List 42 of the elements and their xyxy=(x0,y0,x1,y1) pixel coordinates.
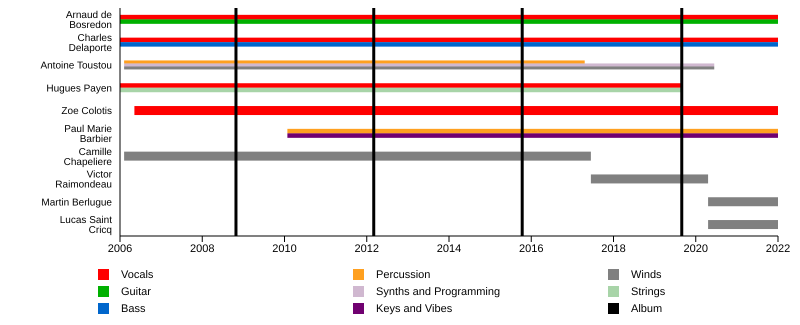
bar xyxy=(124,63,714,66)
y-tick-label: Lucas Saint Cricq xyxy=(60,215,112,236)
legend-label: Strings xyxy=(631,286,666,298)
legend-label: Album xyxy=(631,302,662,314)
bar xyxy=(590,174,708,184)
bar xyxy=(120,19,778,24)
x-tick-label: 2012 xyxy=(354,242,379,255)
legend-label: Percussion xyxy=(376,268,430,280)
y-tick-label: Zoe Colotis xyxy=(61,106,112,118)
y-tick-label: Antoine Toustou xyxy=(40,60,112,72)
y-tick-label: Hugues Payen xyxy=(46,83,112,94)
x-tick-label: 2014 xyxy=(436,242,462,255)
x-tick-label: 2018 xyxy=(601,242,626,255)
bar xyxy=(120,42,778,47)
bar xyxy=(124,152,591,161)
legend-label: Synths and Programming xyxy=(376,286,500,298)
legend-label: Vocals xyxy=(121,268,154,280)
y-tick-label: Martin Berlugue xyxy=(41,197,112,208)
y-tick-label: Camille Chapeliere xyxy=(64,146,112,168)
bar xyxy=(120,88,682,92)
bar xyxy=(124,60,585,64)
bar xyxy=(708,220,778,230)
bar xyxy=(287,133,778,138)
bar xyxy=(120,83,682,88)
x-tick-label: 2016 xyxy=(519,242,544,255)
x-tick-label: 2006 xyxy=(108,242,132,255)
x-tick-label: 2022 xyxy=(766,242,790,255)
y-tick-label: Victor Raimondeau xyxy=(55,170,113,191)
y-tick-label: Paul Marie Barbier xyxy=(64,124,113,145)
bar xyxy=(708,197,778,206)
legend-label: Guitar xyxy=(121,286,151,298)
y-tick-label: Charles Delaporte xyxy=(68,32,112,54)
x-tick-label: 2020 xyxy=(684,242,708,255)
legend-label: Keys and Vibes xyxy=(376,302,452,314)
bar xyxy=(287,128,778,134)
x-tick-label: 2008 xyxy=(190,242,214,255)
y-tick-label: Arnaud de Bosredon xyxy=(66,10,112,31)
bar xyxy=(120,14,778,20)
x-tick-label: 2010 xyxy=(272,242,297,255)
legend-label: Bass xyxy=(121,302,146,314)
bar xyxy=(120,38,778,42)
legend-label: Winds xyxy=(631,268,662,280)
